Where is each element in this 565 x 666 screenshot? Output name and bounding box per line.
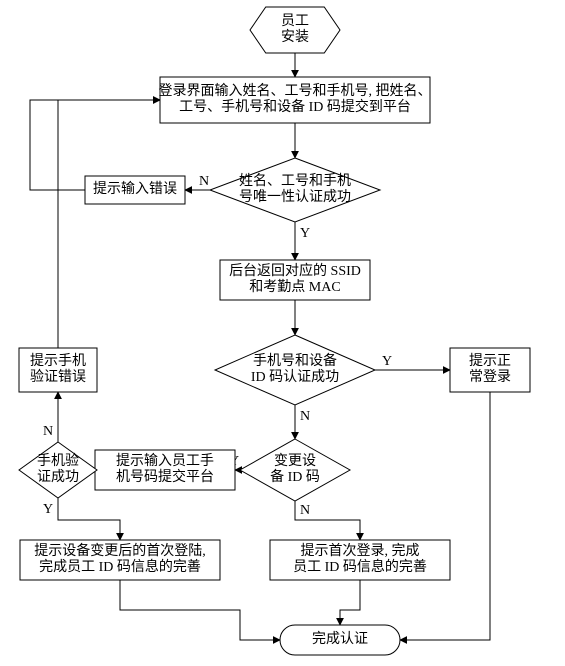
- n_dec3-label: 变更设: [274, 453, 316, 469]
- n_dec2-label: ID 码认证成功: [251, 369, 339, 385]
- n_normal: 提示正常登录: [450, 348, 530, 392]
- n_input-label: 登录界面输入姓名、工号和手机号, 把姓名、: [159, 83, 432, 99]
- edge-n_err_ph-n_input: [58, 100, 160, 348]
- flowchart-canvas: NYYNYNYN员工安装登录界面输入姓名、工号和手机号, 把姓名、工号、手机号和…: [0, 0, 565, 666]
- edge-label-n_dec2-n_dec3: N: [300, 409, 310, 424]
- n_start-label: 员工: [281, 14, 309, 29]
- n_start-label: 安装: [281, 29, 309, 45]
- n_first_ch-label: 提示设备变更后的首次登陆,: [34, 542, 206, 559]
- n_dec4-label: 手机验: [37, 453, 79, 469]
- edge-label-n_dec3-n_first: N: [300, 503, 310, 518]
- n_first_ch: 提示设备变更后的首次登陆,完成员工 ID 码信息的完善: [20, 540, 220, 580]
- n_dec3: 变更设备 ID 码: [240, 439, 350, 501]
- edge-label-n_dec1-n_err_in: N: [199, 174, 209, 189]
- n_err_ph-label: 提示手机: [30, 353, 86, 369]
- n_normal-label: 提示正: [469, 353, 511, 369]
- n_end: 完成认证: [280, 625, 400, 655]
- n_first-label: 员工 ID 码信息的完善: [293, 558, 427, 575]
- n_prompt-label: 机号码提交平台: [116, 468, 214, 485]
- n_err_ph: 提示手机验证错误: [19, 348, 97, 392]
- n_err_in: 提示输入错误: [85, 176, 185, 204]
- n_ssid: 后台返回对应的 SSID和考勤点 MAC: [220, 260, 370, 300]
- n_dec3-label: 备 ID 码: [270, 468, 320, 485]
- n_start: 员工安装: [250, 7, 340, 53]
- n_ssid-label: 和考勤点 MAC: [249, 279, 340, 295]
- n_dec2-label: 手机号和设备: [253, 352, 337, 369]
- n_err_in-label: 提示输入错误: [93, 181, 177, 197]
- n_first_ch-label: 完成员工 ID 码信息的完善: [39, 558, 201, 575]
- n_dec1-label: 号唯一性认证成功: [239, 189, 351, 205]
- n_err_ph-label: 验证错误: [30, 369, 86, 385]
- n_end-label: 完成认证: [312, 631, 368, 647]
- edge-label-n_dec4-n_err_ph: N: [43, 424, 53, 439]
- edge-n_first-n_end: [340, 580, 360, 625]
- n_dec4-label: 证成功: [37, 469, 79, 485]
- edge-n_normal-n_end: [400, 392, 490, 640]
- edge-label-n_dec4-n_first_ch: Y: [43, 502, 53, 517]
- n_dec4: 手机验证成功: [19, 442, 97, 498]
- n_dec2: 手机号和设备ID 码认证成功: [215, 335, 375, 405]
- n_prompt: 提示输入员工手机号码提交平台: [95, 450, 235, 490]
- n_normal-label: 常登录: [469, 369, 511, 385]
- n_input: 登录界面输入姓名、工号和手机号, 把姓名、工号、手机号和设备 ID 码提交到平台: [159, 77, 432, 123]
- n_dec1-label: 姓名、工号和手机: [239, 173, 351, 189]
- edge-label-n_dec2-n_normal: Y: [382, 354, 392, 369]
- n_ssid-label: 后台返回对应的 SSID: [229, 262, 361, 279]
- n_input-label: 工号、手机号和设备 ID 码提交到平台: [179, 98, 411, 115]
- n_first-label: 提示首次登录, 完成: [301, 543, 420, 559]
- n_prompt-label: 提示输入员工手: [116, 453, 214, 469]
- edge-label-n_dec1-n_ssid: Y: [300, 226, 310, 241]
- n_dec1: 姓名、工号和手机号唯一性认证成功: [210, 158, 380, 222]
- edge-n_dec4-n_first_ch: [58, 498, 120, 540]
- n_first: 提示首次登录, 完成员工 ID 码信息的完善: [270, 540, 450, 580]
- edge-n_first_ch-n_end: [120, 580, 280, 640]
